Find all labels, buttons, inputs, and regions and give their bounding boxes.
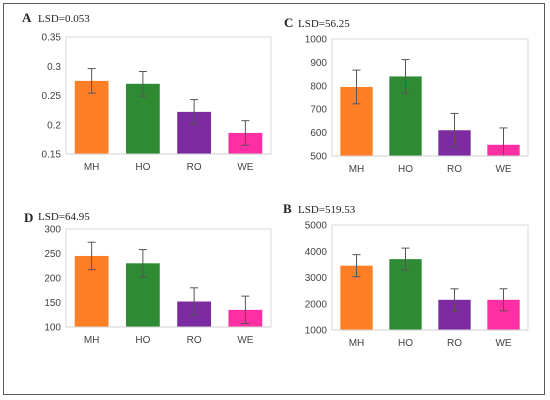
y-tick-label: 0.3 — [47, 62, 61, 73]
y-tick-label: 300 — [44, 225, 61, 236]
x-category-label: HO — [398, 164, 413, 175]
y-tick-label: 900 — [310, 58, 327, 69]
x-category-label: WE — [495, 164, 511, 175]
figure-frame — [3, 3, 545, 395]
y-tick-label: 150 — [44, 298, 61, 309]
y-tick-label: 4000 — [305, 247, 328, 258]
x-category-label: MH — [349, 338, 365, 349]
x-category-label: MH — [84, 162, 100, 173]
y-tick-label: 0.2 — [47, 120, 61, 131]
chart-panel-c: C LSD=56.25 500 600 700 800 900 1000 MH HO RO WE — [284, 15, 529, 175]
x-category-label: MH — [84, 335, 100, 346]
y-tick-label: 0.15 — [42, 150, 62, 161]
y-tick-label: 1000 — [305, 326, 328, 337]
y-tick-label: 600 — [310, 128, 327, 139]
x-category-label: WE — [237, 335, 253, 346]
y-tick-label: 250 — [44, 249, 61, 260]
x-category-label: RO — [187, 162, 202, 173]
y-tick-label: 3000 — [305, 273, 328, 284]
panel-letter: D — [24, 210, 33, 225]
x-category-label: WE — [237, 162, 253, 173]
y-tick-label: 1000 — [305, 35, 328, 46]
x-category-label: WE — [495, 338, 511, 349]
y-tick-label: 5000 — [305, 221, 328, 232]
y-tick-label: 800 — [310, 81, 327, 92]
chart-panel-a: A LSD=0.053 0.15 0.2 0.25 0.3 0.35 MH HO RO WE — [22, 10, 272, 173]
x-category-label: RO — [447, 338, 462, 349]
y-tick-label: 0.25 — [42, 91, 62, 102]
panel-letter: C — [284, 15, 293, 30]
lsd-annotation: LSD=519.53 — [298, 204, 356, 216]
y-tick-label: 100 — [44, 323, 61, 334]
panel-letter: B — [283, 201, 292, 216]
x-category-label: RO — [447, 164, 462, 175]
lsd-annotation: LSD=64.95 — [38, 211, 90, 223]
y-tick-label: 500 — [310, 152, 327, 163]
chart-panel-b: B LSD=519.53 1000 2000 3000 4000 5000 MH HO RO WE — [283, 201, 529, 349]
y-tick-label: 700 — [310, 105, 327, 116]
chart-panel-d: D LSD=64.95 100 150 200 250 300 MH HO RO WE — [24, 210, 272, 346]
y-tick-label: 2000 — [305, 299, 328, 310]
y-tick-label: 200 — [44, 274, 61, 285]
bar-ho — [389, 259, 422, 330]
panel-letter: A — [22, 10, 32, 25]
lsd-annotation: LSD=56.25 — [298, 18, 350, 30]
lsd-annotation: LSD=0.053 — [38, 13, 90, 25]
x-category-label: HO — [398, 338, 413, 349]
x-category-label: MH — [349, 164, 365, 175]
x-category-label: HO — [135, 162, 150, 173]
x-category-label: HO — [135, 335, 150, 346]
y-tick-label: 0.35 — [42, 33, 62, 44]
x-category-label: RO — [187, 335, 202, 346]
